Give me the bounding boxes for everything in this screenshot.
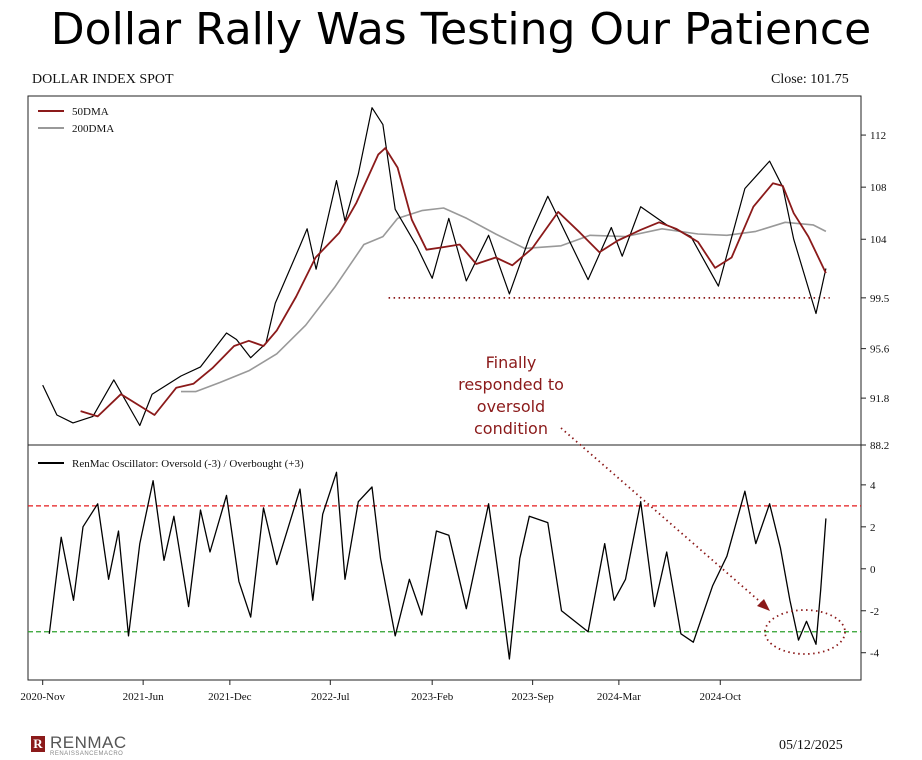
annotation-line: condition <box>474 419 548 438</box>
x-tick-label: 2021-Dec <box>208 691 251 703</box>
y-tick-label-upper: 104 <box>870 234 887 246</box>
x-tick-label: 2021-Jun <box>123 691 164 703</box>
oversold-highlight-circle <box>764 609 846 655</box>
slide-title: Dollar Rally Was Testing Our Patience <box>50 4 872 55</box>
renmac-logo-icon: R <box>31 736 45 752</box>
y-tick-label-upper: 99.5 <box>870 293 890 305</box>
annotation-arrowhead <box>757 599 770 611</box>
y-tick-label-upper: 88.2 <box>870 440 889 452</box>
chart-title: DOLLAR INDEX SPOT <box>32 72 174 87</box>
series-200dma <box>181 207 827 393</box>
y-tick-label-lower: 4 <box>870 480 876 492</box>
legend-layer: 50DMA 200DMA RenMac Oscillator: Oversold (… <box>38 106 304 470</box>
series-layer <box>42 107 827 660</box>
annotation-line: Finally <box>486 353 537 372</box>
x-tick-label: 2020-Nov <box>20 691 65 703</box>
series-50dma <box>80 147 827 418</box>
ticks-layer: 88.2 91.8 95.6 99.5 104 108 112 -4 -2 0 2 4 2020-Nov… <box>20 130 889 703</box>
series-oscillator <box>48 471 827 660</box>
report-date: 05/12/2025 <box>779 738 843 753</box>
close-label: Close: 101.75 <box>771 72 849 87</box>
y-tick-label-lower: 2 <box>870 522 876 534</box>
y-tick-label-upper: 91.8 <box>870 393 890 405</box>
brand-subtitle: RENAISSANCEMACRO <box>50 751 124 757</box>
legend-50dma-label: 50DMA <box>72 106 109 118</box>
y-tick-label-upper: 112 <box>870 130 886 142</box>
annotation-line: responded to <box>458 375 564 394</box>
annotation-layer: Finally responded to oversold condition <box>458 353 846 655</box>
x-tick-label: 2023-Sep <box>512 691 555 703</box>
y-tick-label-lower: 0 <box>870 564 876 576</box>
annotation-arrow-line <box>560 427 766 607</box>
x-tick-label: 2024-Oct <box>699 691 741 703</box>
series-dollar-index <box>42 107 827 427</box>
y-tick-label-upper: 108 <box>870 182 887 194</box>
brand-name: RENMAC <box>50 733 127 752</box>
lower-panel <box>28 505 861 633</box>
annotation-line: oversold <box>477 397 545 416</box>
x-tick-label: 2022-Jul <box>311 691 350 703</box>
legend-200dma-label: 200DMA <box>72 123 114 135</box>
plot-border <box>27 95 862 681</box>
x-tick-label: 2023-Feb <box>411 691 454 703</box>
y-tick-label-lower: -4 <box>870 648 880 660</box>
chart-frame <box>27 95 862 681</box>
y-tick-label-upper: 95.6 <box>870 344 890 356</box>
y-tick-label-lower: -2 <box>870 606 879 618</box>
x-tick-label: 2024-Mar <box>597 691 641 703</box>
legend-oscillator-label: RenMac Oscillator: Oversold (-3) / Overb… <box>72 458 304 470</box>
